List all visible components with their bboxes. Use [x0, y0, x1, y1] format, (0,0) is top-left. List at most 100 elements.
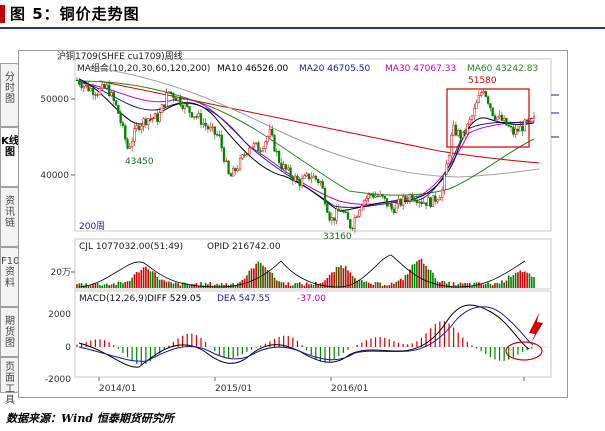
volume-bar [478, 282, 480, 288]
macd-bar [214, 347, 216, 352]
macd-bar [131, 347, 133, 362]
volume-bar [413, 263, 416, 288]
macd-bar [269, 341, 271, 347]
candle-body [215, 134, 219, 136]
candle-body [254, 142, 258, 144]
macd-bar [365, 340, 367, 347]
macd-bar [145, 347, 147, 364]
candle-body [248, 147, 251, 155]
candle-body [227, 160, 230, 175]
macd-bar [85, 341, 87, 347]
tab-timeshare[interactable]: 分时图 [0, 63, 20, 127]
volume-bar [422, 263, 425, 288]
candle-body [101, 84, 104, 89]
volume-bar [174, 282, 177, 288]
candle-body [330, 217, 334, 221]
volume-bar [337, 267, 340, 288]
tab-f10[interactable]: F10资料 [0, 247, 20, 307]
tab-tools[interactable]: 页面工具 [0, 357, 20, 406]
candle-body [447, 155, 451, 164]
candle-body [160, 104, 164, 113]
candle-body [482, 91, 485, 94]
candle-body [335, 208, 338, 221]
volume-bar [308, 284, 310, 288]
volume-bar [225, 283, 228, 288]
candle-body [461, 131, 464, 139]
candle-body [486, 96, 490, 104]
candle-body [211, 126, 214, 128]
candle-body [468, 119, 471, 125]
macd-bar [420, 337, 423, 347]
candle-body [367, 194, 370, 199]
candle-body [291, 176, 295, 182]
macd-bar [136, 347, 138, 364]
macd-bar [264, 343, 266, 347]
macd-histogram [76, 321, 533, 365]
volume-bar [156, 276, 159, 288]
candle-body [218, 134, 221, 136]
candle-body [167, 91, 171, 93]
volume-bar [533, 277, 535, 288]
macd-bar [393, 341, 395, 347]
macd-bar [205, 342, 207, 347]
volume-bar [213, 284, 216, 288]
volume-bar [317, 284, 319, 288]
ma60-value: MA60 43242.83 [467, 64, 538, 74]
macd-bar [237, 347, 239, 357]
candle-body [376, 195, 379, 197]
candle-body [105, 84, 109, 89]
candle-body [397, 198, 400, 205]
macd-bar [191, 333, 193, 347]
candle-body [500, 114, 503, 121]
candle-body [408, 194, 412, 202]
candle-body [463, 131, 467, 135]
tab-news[interactable]: 资讯链 [0, 187, 20, 247]
volume-bar [138, 272, 140, 288]
tab-futures[interactable]: 期货图 [0, 307, 20, 357]
volume-bar [76, 284, 78, 288]
candle-body [374, 195, 377, 198]
macd-bar [430, 328, 432, 347]
macd-bar [149, 347, 152, 362]
volume-bar [482, 284, 485, 288]
volume-bar [89, 285, 92, 288]
volume-bar [99, 284, 101, 288]
volume-bar [204, 282, 207, 288]
volume-bar [142, 267, 145, 288]
volume-bar [324, 280, 326, 288]
macd-label: MACD(12,26,9) [79, 294, 147, 304]
candle-body [124, 125, 127, 140]
candle-body [259, 150, 262, 152]
volume-bar [188, 284, 191, 288]
candle-body [202, 122, 205, 125]
macd-bar [489, 347, 491, 358]
candle-body [473, 108, 476, 117]
volume-bar [96, 282, 99, 288]
macd-bar [508, 347, 510, 360]
candle-body [440, 189, 444, 198]
volume-bar [191, 284, 193, 288]
volume-bar [278, 281, 280, 288]
candle-body [75, 79, 79, 82]
price-ytick-50000: 50000 [40, 95, 69, 105]
annotation-51580: 51580 [468, 76, 497, 86]
volume-bar [397, 280, 400, 288]
macd-bar [182, 335, 184, 347]
volume-bar [526, 272, 528, 288]
volume-bar [310, 284, 313, 288]
macd-bar [223, 347, 225, 358]
candle-body [232, 167, 235, 177]
candle-body [245, 153, 249, 156]
tab-kline[interactable]: K线图 [0, 127, 20, 187]
candle-body [507, 124, 510, 127]
candle-body [358, 209, 361, 217]
candle-body [321, 181, 324, 189]
candle-body [418, 201, 421, 204]
candle-body [401, 196, 405, 206]
candle-body [142, 118, 145, 127]
volume-bar [209, 282, 211, 288]
volume-bar [253, 268, 255, 288]
volume-bar [409, 269, 411, 288]
volume-bar [491, 285, 494, 288]
macd-bar [163, 347, 165, 350]
